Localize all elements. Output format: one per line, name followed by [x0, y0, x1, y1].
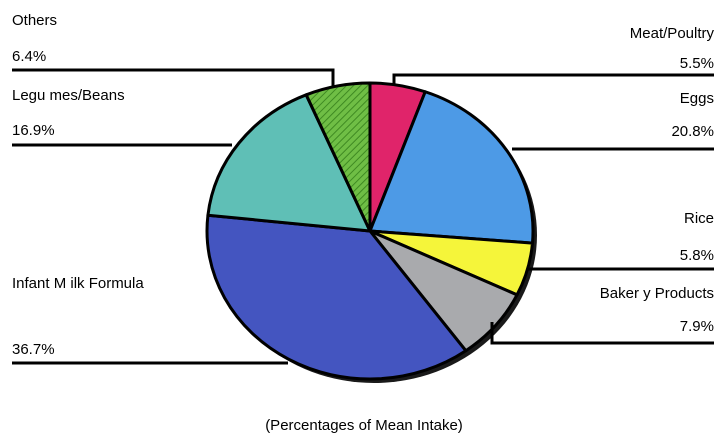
- leader-line: [12, 68, 335, 86]
- slice-name-label: Eggs: [680, 90, 714, 107]
- slice-value-label: 5.8%: [680, 247, 714, 264]
- pie-slice-eggs: [368, 90, 535, 245]
- slice-value-label: 6.4%: [12, 48, 46, 65]
- pie-slice-legu-mes-beans: [206, 93, 372, 233]
- slice-name-label: Others: [12, 12, 57, 29]
- slice-name-label: Infant M ilk Formula: [12, 275, 144, 292]
- slice-value-label: 20.8%: [671, 123, 714, 140]
- slice-name-label: Rice: [684, 210, 714, 227]
- slice-name-label: Meat/Poultry: [630, 25, 715, 42]
- pie-slice-infant-m-ilk-formula: [205, 213, 468, 381]
- pie-slice-others: [304, 81, 372, 233]
- chart-caption: (Percentages of Mean Intake): [265, 417, 463, 434]
- slice-value-label: 36.7%: [12, 341, 55, 358]
- slice-name-label: Legu mes/Beans: [12, 87, 125, 104]
- slice-value-label: 16.9%: [12, 122, 55, 139]
- leader-line: [392, 73, 714, 86]
- slice-name-label: Baker y Products: [600, 285, 714, 302]
- slice-value-label: 5.5%: [680, 55, 714, 72]
- leader-line: [490, 322, 714, 345]
- slice-value-label: 7.9%: [680, 318, 714, 335]
